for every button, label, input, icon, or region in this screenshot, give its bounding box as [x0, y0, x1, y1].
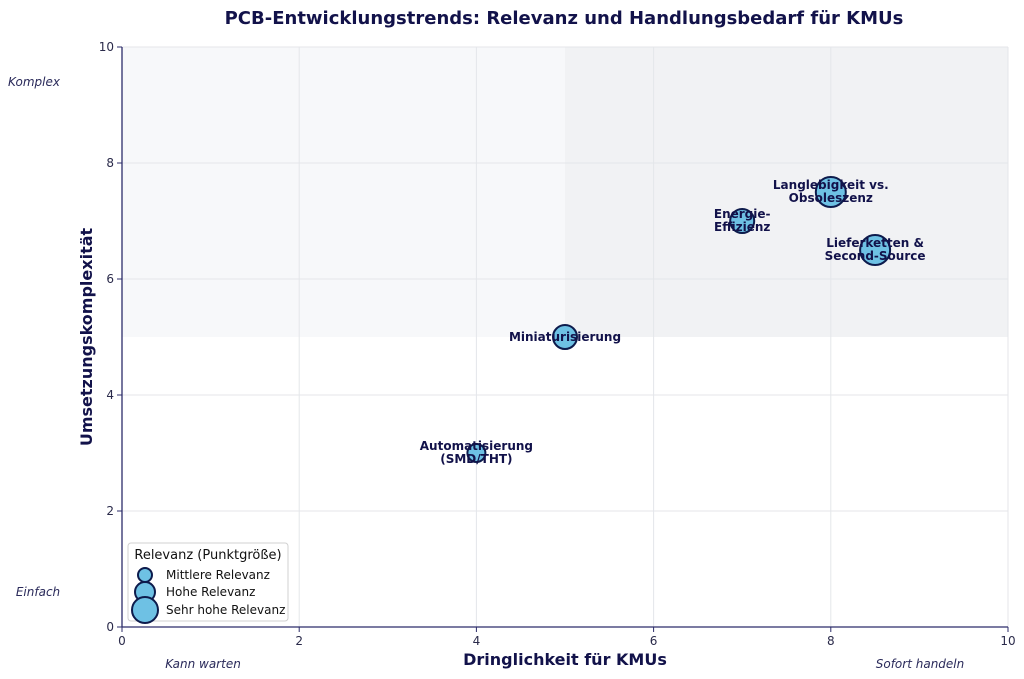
axes — [121, 47, 1008, 628]
data-points — [466, 176, 892, 463]
legend-entry-label: Mittlere Relevanz — [166, 568, 270, 582]
legend-entry-label: Hohe Relevanz — [166, 585, 255, 599]
data-point — [466, 443, 487, 463]
y-tick-label: 2 — [106, 504, 114, 518]
point-label-line: Lieferketten & — [826, 236, 924, 250]
corner-label-sofort-handeln: Sofort handeln — [876, 657, 964, 671]
point-label-line: (SMD/THT) — [440, 452, 512, 466]
data-point — [552, 324, 578, 350]
x-ticks: 0 2 4 6 8 10 — [118, 627, 1016, 648]
point-label-line: Effizienz — [714, 220, 770, 234]
point-label-line: Miniaturisierung — [509, 330, 621, 344]
y-axis-label: Umsetzungskomplexität — [77, 227, 96, 446]
y-tick-label: 0 — [106, 620, 114, 634]
legend-title: Relevanz (Punktgröße) — [134, 548, 281, 563]
point-label-line: Automatisierung — [420, 439, 533, 453]
y-ticks: 0 2 4 6 8 10 — [99, 40, 122, 634]
shade-upper-right — [565, 47, 1008, 337]
legend-marker — [131, 596, 159, 624]
point-label-line: Langlebigkeit vs. — [773, 178, 889, 192]
data-point — [729, 208, 756, 234]
point-label: Lieferketten & Second-Source — [825, 236, 926, 263]
legend-box — [127, 542, 289, 622]
y-tick-label: 8 — [106, 156, 114, 170]
legend: Relevanz (Punktgröße) Mittlere Relevanz H… — [127, 542, 289, 624]
y-tick-label: 10 — [99, 40, 114, 54]
x-tick-label: 2 — [295, 634, 303, 648]
x-tick-label: 10 — [1000, 634, 1015, 648]
point-label: Energie-Effizienz — [714, 207, 771, 234]
corner-label-einfach: Einfach — [16, 585, 60, 599]
corner-label-kann-warten: Kann warten — [165, 657, 241, 671]
legend-marker — [137, 567, 153, 583]
point-label: Langlebigkeit vs. Obsoleszenz — [773, 178, 889, 205]
corner-label-komplex: Komplex — [8, 75, 61, 89]
region-shading — [122, 47, 1008, 337]
legend-entry-label: Sehr hohe Relevanz — [166, 603, 285, 617]
x-tick-label: 8 — [827, 634, 835, 648]
chart-title: PCB-Entwicklungstrends: Relevanz und Han… — [225, 8, 904, 29]
point-label: Automatisierung (SMD/THT) — [420, 439, 533, 466]
y-tick-label: 4 — [106, 388, 114, 402]
point-labels: Automatisierung (SMD/THT) Miniaturisierung… — [420, 178, 926, 466]
x-tick-label: 6 — [650, 634, 658, 648]
point-label-line: Second-Source — [825, 249, 926, 263]
x-tick-label: 0 — [118, 634, 126, 648]
grid-lines — [121, 46, 1009, 628]
data-point — [814, 176, 847, 208]
data-point — [859, 234, 892, 266]
y-tick-label: 6 — [106, 272, 114, 286]
point-label-line: Energie- — [714, 207, 771, 221]
point-label: Miniaturisierung — [509, 330, 621, 344]
x-axis-label: Dringlichkeit für KMUs — [463, 650, 667, 669]
x-tick-label: 4 — [473, 634, 481, 648]
point-label-line: Obsoleszenz — [789, 191, 873, 205]
